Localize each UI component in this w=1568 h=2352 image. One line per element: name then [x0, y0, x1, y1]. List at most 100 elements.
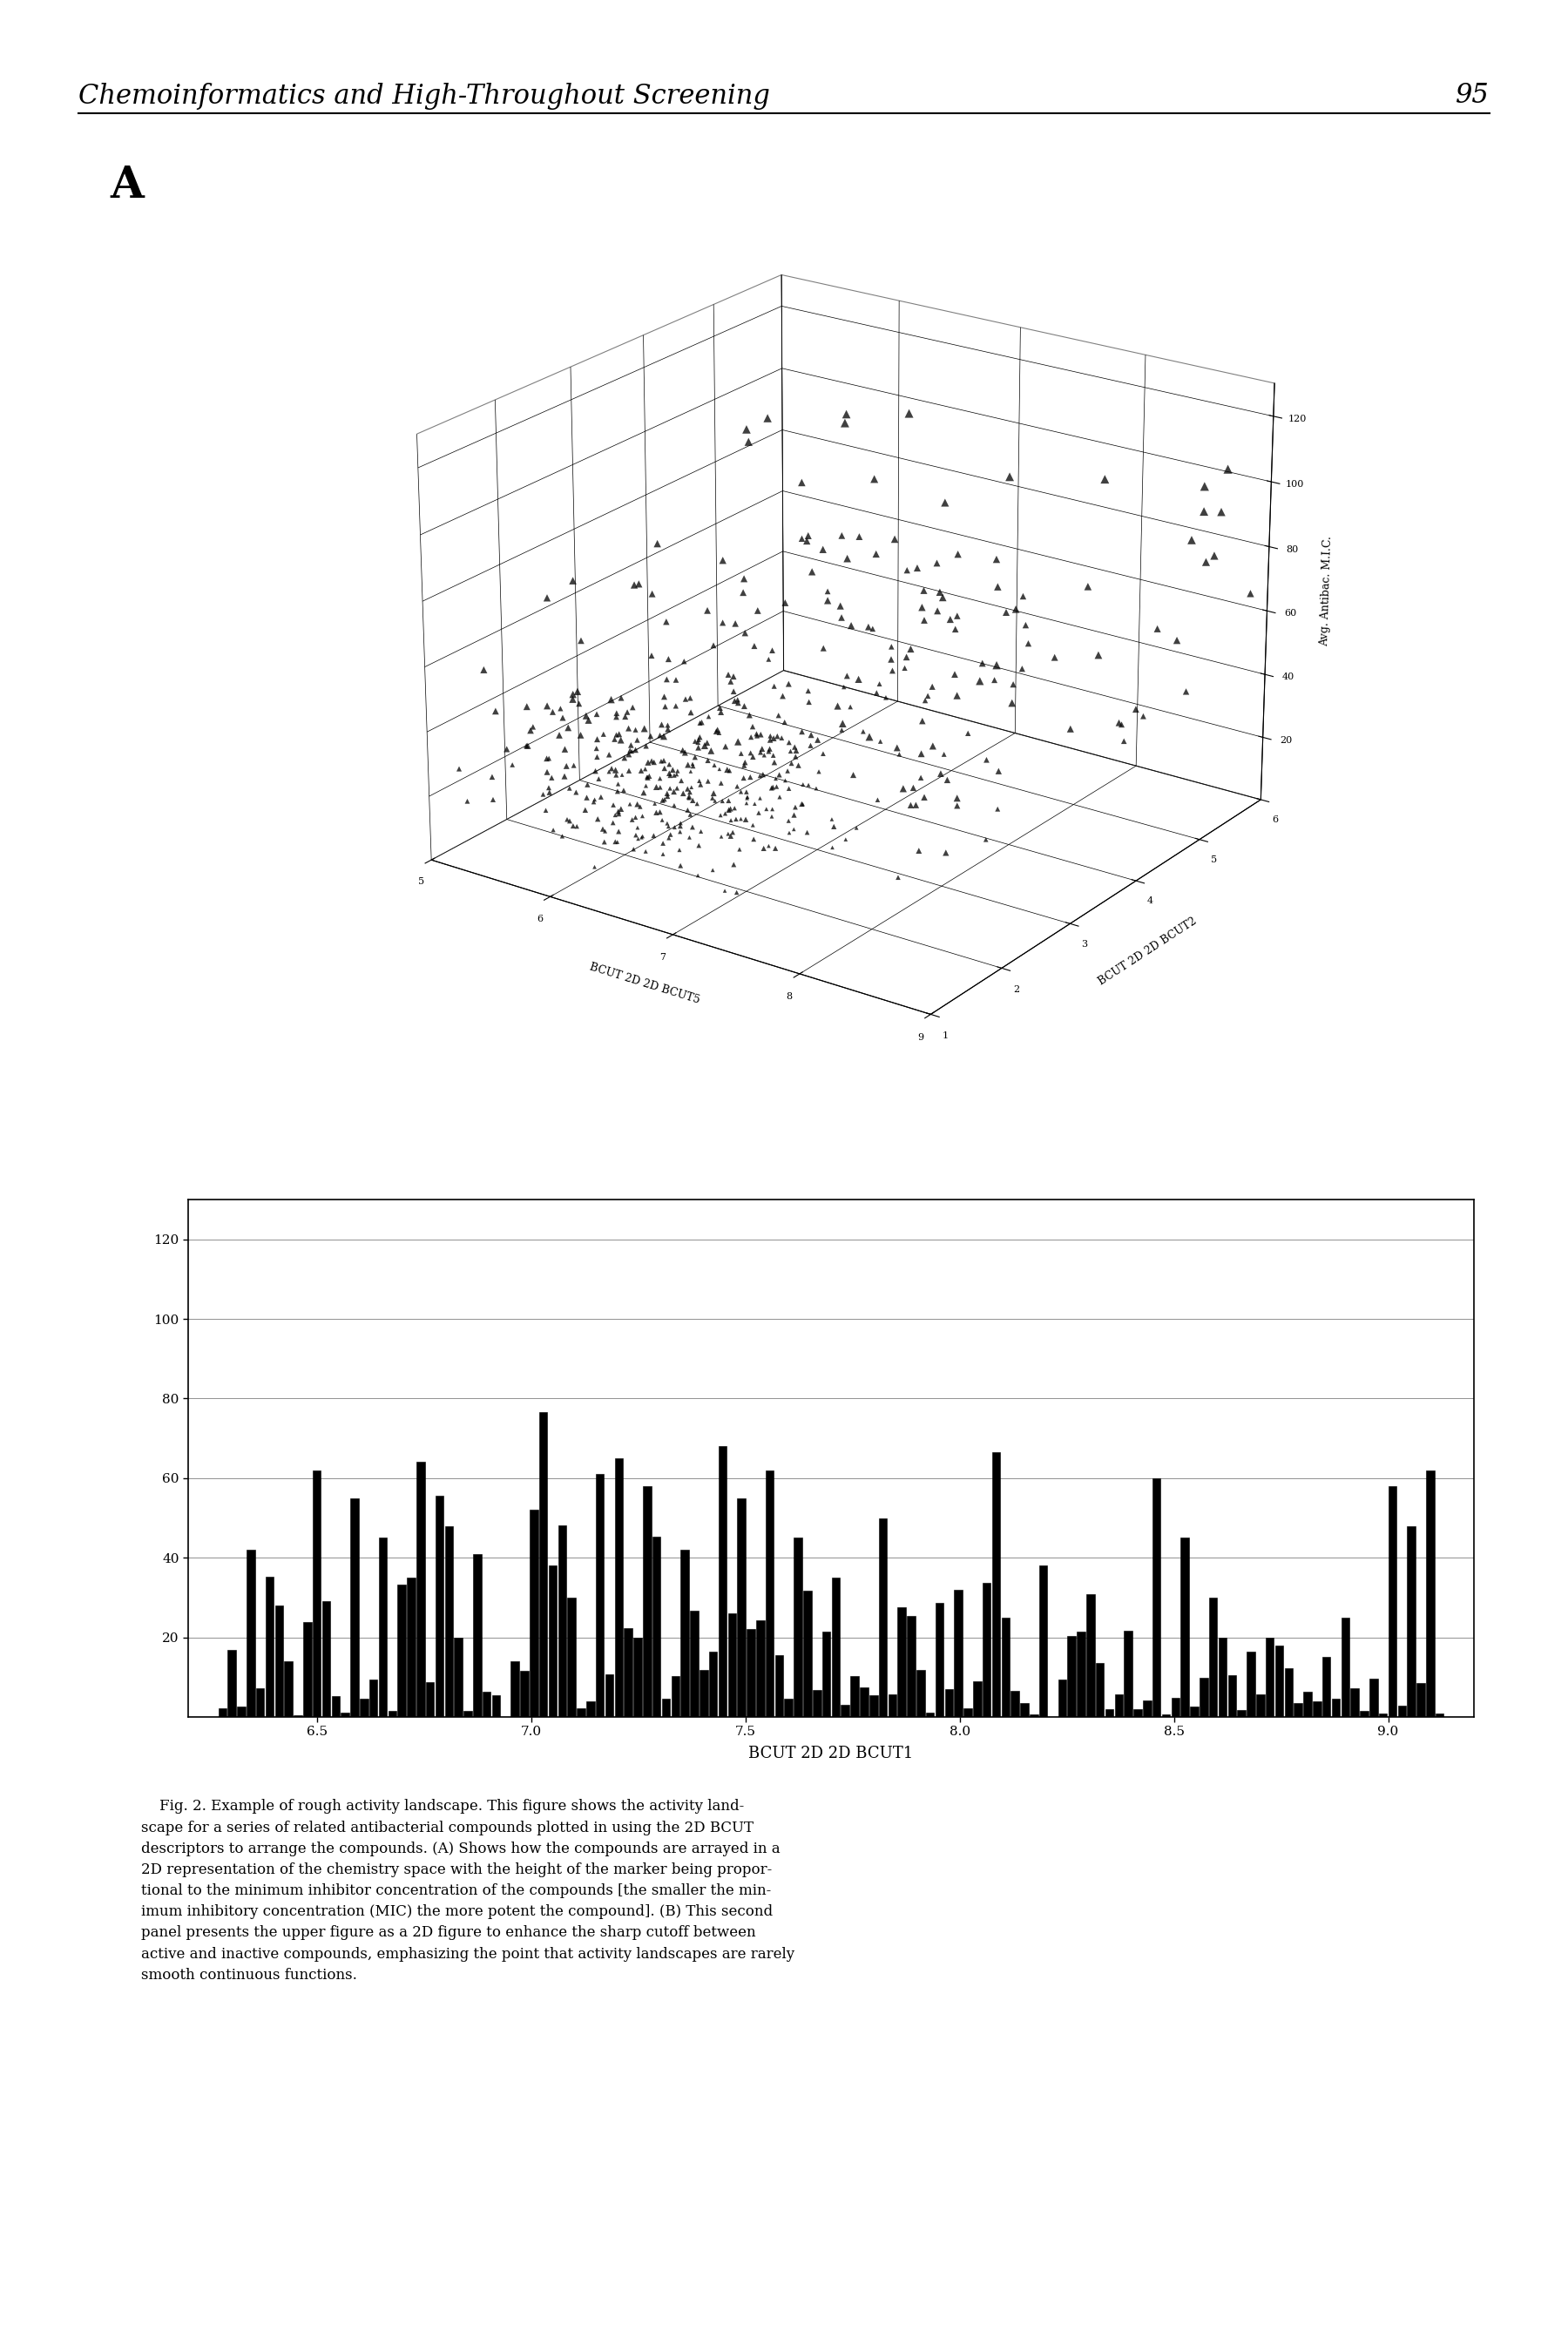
Bar — [237, 1708, 246, 1717]
Bar — [1200, 1677, 1207, 1717]
Bar — [1087, 1595, 1094, 1717]
Bar — [492, 1696, 500, 1717]
Text: Fig. 2. Example of rough activity landscape. This figure shows the activity land: Fig. 2. Example of rough activity landsc… — [141, 1799, 795, 1983]
Bar — [549, 1566, 557, 1717]
Bar — [1021, 1703, 1029, 1717]
Bar — [993, 1454, 1000, 1717]
Bar — [436, 1496, 444, 1717]
Bar — [389, 1712, 397, 1717]
Bar — [1115, 1693, 1123, 1717]
Bar — [483, 1691, 491, 1717]
Bar — [1294, 1703, 1303, 1717]
Bar — [662, 1698, 670, 1717]
Bar — [1181, 1538, 1189, 1717]
Bar — [878, 1517, 887, 1717]
Bar — [681, 1550, 688, 1717]
Bar — [350, 1498, 359, 1717]
Bar — [765, 1470, 775, 1717]
Bar — [624, 1628, 632, 1717]
Bar — [1435, 1712, 1444, 1717]
Bar — [822, 1632, 831, 1717]
Bar — [331, 1696, 340, 1717]
Bar — [256, 1689, 265, 1717]
Bar — [1425, 1470, 1435, 1717]
Bar — [908, 1616, 916, 1717]
Bar — [690, 1611, 698, 1717]
Bar — [340, 1712, 350, 1717]
Bar — [379, 1538, 387, 1717]
Bar — [370, 1679, 378, 1717]
Bar — [474, 1555, 481, 1717]
Bar — [398, 1585, 406, 1717]
Bar — [274, 1606, 284, 1717]
Bar — [1143, 1700, 1151, 1717]
Bar — [577, 1708, 585, 1717]
Bar — [775, 1656, 784, 1717]
Bar — [1171, 1698, 1179, 1717]
Bar — [746, 1628, 754, 1717]
Bar — [633, 1637, 641, 1717]
Bar — [321, 1602, 331, 1717]
Bar — [586, 1700, 594, 1717]
Bar — [303, 1623, 312, 1717]
Bar — [869, 1696, 878, 1717]
Bar — [227, 1649, 237, 1717]
Bar — [539, 1414, 547, 1717]
Bar — [1247, 1651, 1254, 1717]
Bar — [927, 1712, 935, 1717]
Bar — [1406, 1526, 1416, 1717]
Bar — [445, 1526, 453, 1717]
Bar — [1134, 1710, 1142, 1717]
Bar — [1096, 1663, 1104, 1717]
Bar — [1011, 1691, 1019, 1717]
Bar — [756, 1621, 765, 1717]
Bar — [464, 1710, 472, 1717]
Bar — [1077, 1632, 1085, 1717]
Bar — [605, 1675, 613, 1717]
Bar — [737, 1498, 745, 1717]
X-axis label: BCUT 2D 2D BCUT1: BCUT 2D 2D BCUT1 — [748, 1745, 914, 1762]
Bar — [1331, 1698, 1341, 1717]
Bar — [812, 1689, 822, 1717]
Bar — [596, 1472, 604, 1717]
Bar — [1359, 1710, 1369, 1717]
Bar — [1152, 1477, 1160, 1717]
Bar — [643, 1486, 651, 1717]
Bar — [1256, 1693, 1264, 1717]
Bar — [530, 1510, 538, 1717]
Bar — [284, 1661, 293, 1717]
Bar — [803, 1590, 812, 1717]
Bar — [417, 1463, 425, 1717]
Bar — [887, 1693, 897, 1717]
Bar — [1322, 1658, 1331, 1717]
Bar — [831, 1578, 840, 1717]
Bar — [850, 1675, 859, 1717]
Bar — [983, 1583, 991, 1717]
Bar — [359, 1698, 368, 1717]
Bar — [511, 1661, 519, 1717]
Bar — [718, 1446, 726, 1717]
Bar — [1416, 1684, 1425, 1717]
Bar — [265, 1576, 274, 1717]
Bar — [859, 1686, 869, 1717]
Bar — [1350, 1689, 1359, 1717]
Bar — [1378, 1715, 1388, 1717]
Bar — [246, 1550, 256, 1717]
Text: 95: 95 — [1455, 82, 1490, 108]
Bar — [1218, 1637, 1226, 1717]
Bar — [1275, 1646, 1283, 1717]
Bar — [1209, 1597, 1217, 1717]
Bar — [1341, 1618, 1350, 1717]
Bar — [1124, 1630, 1132, 1717]
Text: A: A — [110, 165, 144, 207]
Bar — [1228, 1675, 1236, 1717]
Bar — [728, 1613, 735, 1717]
Bar — [218, 1708, 227, 1717]
X-axis label: BCUT 2D 2D BCUT5: BCUT 2D 2D BCUT5 — [588, 962, 701, 1007]
Text: Chemoinformatics and High-Throughout Screening: Chemoinformatics and High-Throughout Scr… — [78, 82, 770, 108]
Bar — [955, 1590, 963, 1717]
Bar — [974, 1682, 982, 1717]
Bar — [1030, 1715, 1038, 1717]
Bar — [1284, 1668, 1292, 1717]
Bar — [1190, 1708, 1198, 1717]
